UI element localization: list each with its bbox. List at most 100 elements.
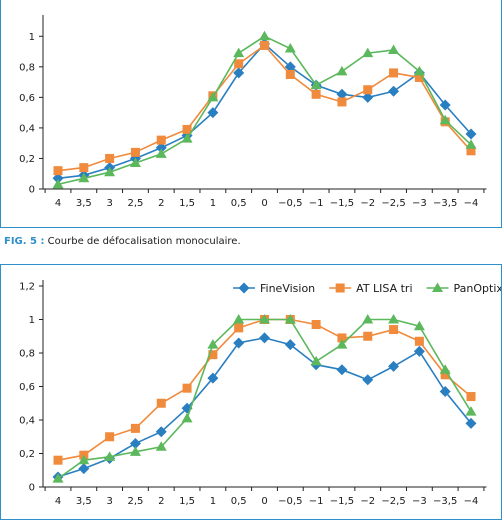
x-tick-label: −1,5: [330, 496, 354, 507]
figure-caption-text: Courbe de défocalisation monoculaire.: [47, 236, 241, 247]
x-tick-label: −4: [464, 496, 479, 507]
data-point-finevision: [336, 364, 348, 376]
y-tick-label: 0,2: [19, 449, 35, 460]
x-tick-label: −1: [309, 198, 324, 209]
x-tick-label: −2,5: [381, 496, 405, 507]
defocus-curve-chart-top: 0 0,2 0,4 0,6 0,8 1 4 3,5 3 2,5 2 1,5 1 0,5 0 −0,5 −1 −1,…: [19, 15, 487, 209]
data-point-at-lisa-tri: [182, 383, 192, 393]
data-point-at-lisa-tri: [105, 153, 115, 163]
data-point-at-lisa-tri: [440, 370, 450, 380]
data-point-finevision: [413, 345, 425, 357]
defocus-curve-chart-bottom: 0 0,2 0,4 0,6 0,8 1 1,2 4 3,5 3 2,5 2 1,5 1 0,5 0 −0,5 −1…: [19, 280, 501, 507]
x-tick-label: 4: [55, 198, 61, 209]
x-tick-label: −3: [412, 496, 427, 507]
data-point-at-lisa-tri: [260, 40, 269, 50]
data-point-panoptix: [155, 148, 167, 158]
x-tick-label: 4: [55, 496, 61, 507]
figure-caption: FIG. 5 : Courbe de défocalisation monocu…: [4, 236, 241, 247]
data-point-finevision: [78, 463, 90, 475]
y-tick-label: 1: [29, 32, 35, 43]
data-point-panoptix: [104, 166, 116, 177]
y-tick-label: 0,4: [19, 416, 35, 427]
data-point-panoptix: [259, 30, 270, 41]
y-tick-label: 0,4: [19, 123, 35, 134]
data-point-at-lisa-tri: [311, 89, 321, 99]
y-tick-label: 0,8: [19, 349, 35, 360]
data-point-panoptix: [465, 406, 477, 416]
data-point-panoptix: [465, 139, 477, 149]
data-point-panoptix: [336, 65, 348, 76]
y-tick-label: 0: [29, 483, 35, 494]
data-point-at-lisa-tri: [389, 325, 399, 335]
data-point-panoptix: [388, 314, 400, 324]
x-tick-label: −2,5: [381, 198, 405, 209]
data-point-panoptix: [129, 157, 141, 168]
x-tick-label: −1,5: [330, 198, 354, 209]
data-point-at-lisa-tri: [337, 97, 347, 107]
series-line-panoptix: [57, 35, 472, 186]
data-point-panoptix: [207, 91, 219, 102]
legend-marker-panoptix: [432, 282, 444, 292]
data-point-at-lisa-tri: [156, 135, 166, 145]
data-point-at-lisa-tri: [389, 68, 399, 78]
data-point-at-lisa-tri: [105, 432, 115, 442]
data-point-panoptix: [207, 339, 219, 349]
data-point-at-lisa-tri: [414, 336, 424, 346]
y-tick-label: 0,6: [19, 382, 35, 393]
axes: 0 0,2 0,4 0,6 0,8 1 4 3,5 3 2,5 2 1,5 1 0,5 0 −0,5 −1 −1,…: [19, 15, 487, 209]
data-point-at-lisa-tri: [182, 124, 192, 134]
x-tick-label: 3,5: [76, 496, 92, 507]
data-point-at-lisa-tri: [130, 423, 140, 433]
x-tick-label: −2: [360, 496, 375, 507]
data-point-panoptix: [52, 178, 64, 189]
legend-label-panoptix: PanOptix: [454, 282, 501, 295]
x-tick-label: 2: [158, 496, 164, 507]
data-point-at-lisa-tri: [466, 392, 476, 402]
data-point-panoptix: [310, 355, 322, 366]
data-point-finevision: [259, 332, 270, 344]
y-tick-label: 0: [29, 185, 35, 196]
y-tick-label: 1: [29, 315, 35, 326]
data-point-at-lisa-tri: [234, 323, 244, 333]
data-point-finevision: [52, 172, 64, 184]
data-point-panoptix: [362, 47, 374, 58]
data-point-panoptix: [310, 79, 322, 90]
y-tick-label: 0,8: [19, 62, 35, 73]
chart-panel-top: 0 0,2 0,4 0,6 0,8 1 4 3,5 3 2,5 2 1,5 1 0,5 0 −0,5 −1 −1,…: [0, 0, 502, 228]
x-tick-label: −1: [309, 496, 324, 507]
data-point-finevision: [439, 386, 451, 398]
data-point-finevision: [388, 85, 400, 97]
x-tick-label: 1: [210, 496, 216, 507]
data-point-panoptix: [336, 339, 348, 349]
y-tick-label: 0,2: [19, 154, 35, 165]
data-point-panoptix: [104, 451, 116, 461]
data-point-panoptix: [78, 454, 90, 465]
data-point-at-lisa-tri: [311, 320, 321, 330]
data-point-finevision: [465, 128, 477, 140]
data-point-finevision: [233, 67, 245, 79]
data-point-at-lisa-tri: [414, 73, 424, 83]
data-point-panoptix: [78, 172, 90, 183]
x-tick-label: −2: [360, 198, 375, 209]
data-point-panoptix: [439, 114, 451, 125]
data-point-finevision: [336, 88, 348, 100]
data-point-at-lisa-tri: [53, 455, 63, 465]
x-tick-label: 0,5: [231, 496, 247, 507]
data-point-finevision: [284, 61, 296, 73]
data-point-finevision: [129, 437, 141, 449]
x-tick-label: 0: [261, 496, 267, 507]
data-point-finevision: [207, 372, 219, 384]
x-tick-label: 0,5: [231, 198, 247, 209]
data-point-panoptix: [388, 44, 400, 55]
data-point-finevision: [155, 142, 167, 154]
series-finevision: [52, 332, 477, 483]
data-point-finevision: [155, 426, 167, 438]
data-point-finevision: [388, 360, 400, 372]
legend: FineVision AT LISA tri PanOptix: [233, 282, 501, 295]
data-point-finevision: [362, 374, 374, 386]
x-tick-label: −3,5: [433, 496, 457, 507]
figure-caption-label: FIG. 5 :: [4, 236, 45, 247]
data-point-panoptix: [129, 446, 141, 456]
data-point-panoptix: [413, 320, 425, 331]
data-point-panoptix: [284, 42, 296, 53]
